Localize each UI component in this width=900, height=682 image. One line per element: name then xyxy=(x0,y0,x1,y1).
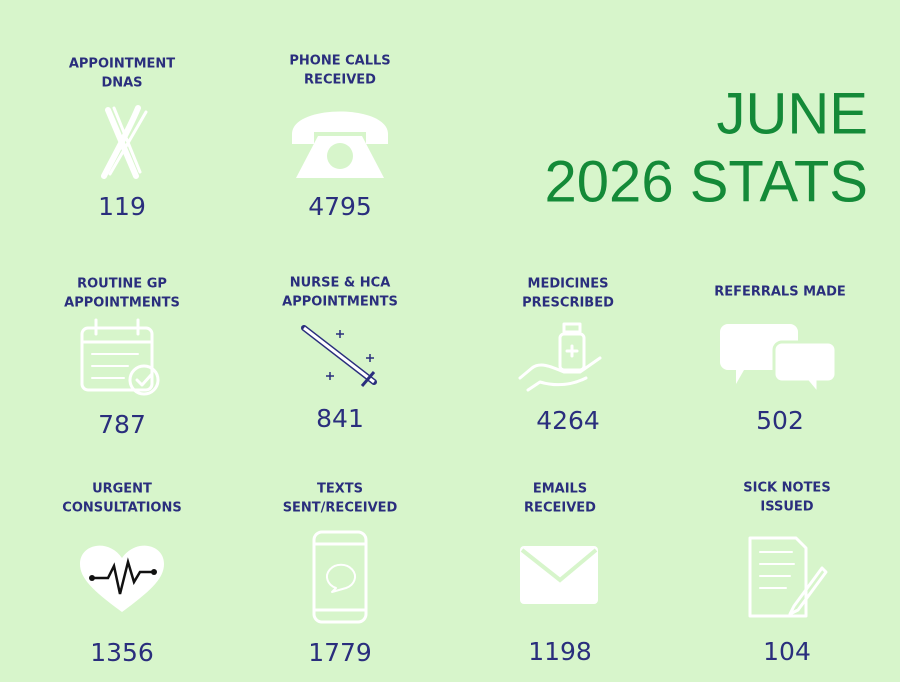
stat-value: 1356 xyxy=(90,638,154,667)
note-icon xyxy=(748,536,828,618)
stat-label: APPOINTMENT xyxy=(69,57,175,72)
stat-label: ROUTINE GP xyxy=(77,277,167,292)
medicine-icon xyxy=(518,322,602,392)
stat-label: ISSUED xyxy=(760,500,813,515)
envelope-icon xyxy=(520,546,598,604)
stat-label: MEDICINES xyxy=(528,277,609,292)
stat-label: PRESCRIBED xyxy=(522,296,614,311)
stat-label: EMAILS xyxy=(533,482,587,497)
stat-value: 104 xyxy=(763,637,811,666)
stat-label: APPOINTMENTS xyxy=(282,295,398,310)
stat-value: 119 xyxy=(98,192,146,221)
stat-label: DNAS xyxy=(101,76,142,91)
chat-icon xyxy=(720,324,838,399)
stat-label: NURSE & HCA xyxy=(290,276,391,291)
phone-icon xyxy=(292,111,388,178)
stat-value: 1198 xyxy=(528,637,592,666)
stat-label: RECEIVED xyxy=(524,501,596,516)
stat-label: SICK NOTES xyxy=(743,481,830,496)
stat-value: 787 xyxy=(98,410,146,439)
cross-icon xyxy=(101,105,148,179)
stat-label: PHONE CALLS xyxy=(289,54,390,69)
stat-label: SENT/RECEIVED xyxy=(283,501,398,516)
title-line: JUNE xyxy=(717,81,868,146)
stat-value: 502 xyxy=(756,406,804,435)
stat-value: 4795 xyxy=(308,192,372,221)
stat-label: URGENT xyxy=(92,482,152,497)
stat-label: RECEIVED xyxy=(304,73,376,88)
stat-label: APPOINTMENTS xyxy=(64,296,180,311)
stat-label: TEXTS xyxy=(317,482,363,497)
stat-label: CONSULTATIONS xyxy=(62,501,181,516)
stat-value: 1779 xyxy=(308,638,372,667)
syringe-icon xyxy=(301,325,377,387)
calendar-icon xyxy=(80,318,160,396)
mobile-icon xyxy=(312,530,368,624)
stat-value: 4264 xyxy=(536,406,600,435)
title-line: 2026 STATS xyxy=(545,149,868,214)
stat-value: 841 xyxy=(316,404,364,433)
heart-icon xyxy=(80,545,164,612)
stat-label: REFERRALS MADE xyxy=(714,285,846,300)
